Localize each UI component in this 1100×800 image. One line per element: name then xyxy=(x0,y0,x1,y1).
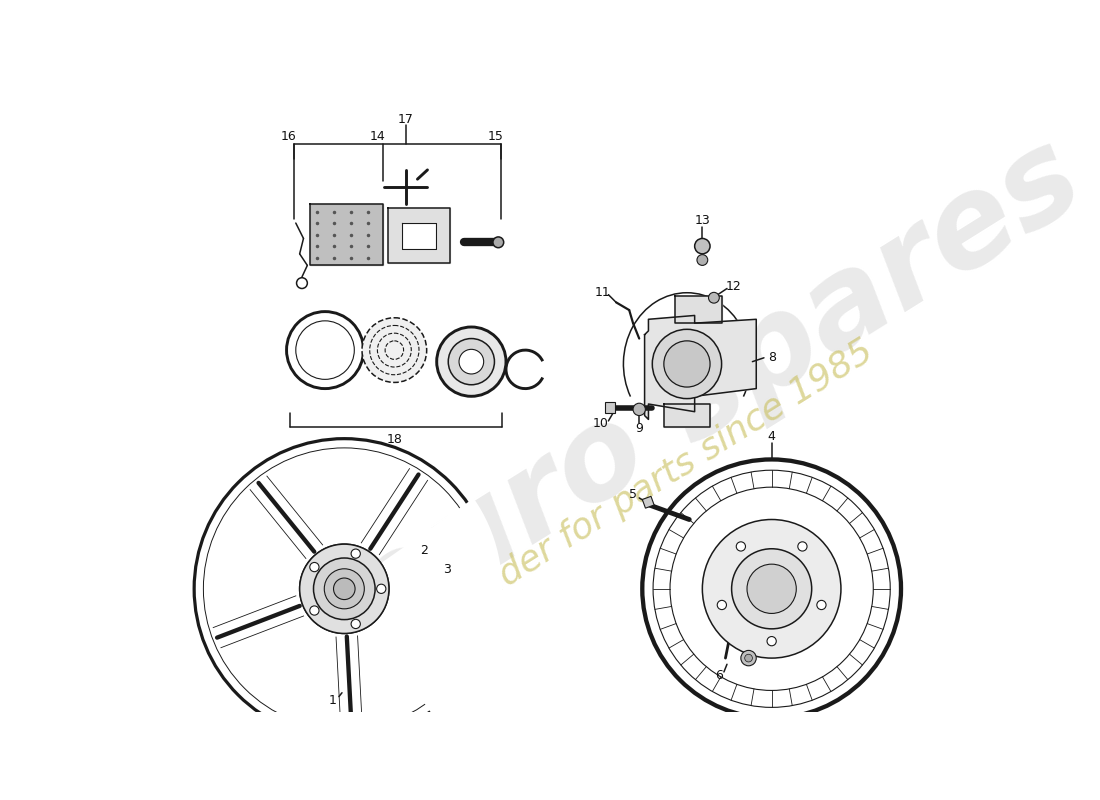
Circle shape xyxy=(708,292,719,303)
Circle shape xyxy=(310,562,319,572)
Text: 13: 13 xyxy=(694,214,711,227)
Circle shape xyxy=(351,619,361,629)
Circle shape xyxy=(745,654,752,662)
Wedge shape xyxy=(337,498,502,718)
Circle shape xyxy=(299,544,389,634)
Circle shape xyxy=(333,578,355,599)
Text: 9: 9 xyxy=(636,422,644,435)
Polygon shape xyxy=(388,208,450,263)
Text: 6: 6 xyxy=(715,669,723,682)
Text: 5: 5 xyxy=(629,488,637,502)
Text: 4: 4 xyxy=(768,430,776,443)
Polygon shape xyxy=(664,404,711,427)
Text: 17: 17 xyxy=(398,113,414,126)
Circle shape xyxy=(324,569,364,609)
Text: 16: 16 xyxy=(280,130,297,142)
Circle shape xyxy=(817,600,826,610)
Text: euro spares: euro spares xyxy=(332,116,1100,661)
Circle shape xyxy=(697,254,707,266)
Text: 1: 1 xyxy=(329,694,337,707)
Circle shape xyxy=(664,341,711,387)
Circle shape xyxy=(333,578,355,599)
Circle shape xyxy=(798,542,807,551)
Text: a provider for parts since 1985: a provider for parts since 1985 xyxy=(387,334,879,659)
Polygon shape xyxy=(645,315,757,419)
Circle shape xyxy=(741,650,757,666)
Polygon shape xyxy=(310,204,383,266)
Text: 15: 15 xyxy=(488,130,504,142)
Circle shape xyxy=(493,237,504,248)
Circle shape xyxy=(310,606,319,615)
Text: 7: 7 xyxy=(768,644,776,657)
Circle shape xyxy=(449,338,495,385)
Circle shape xyxy=(314,558,375,619)
Polygon shape xyxy=(675,296,722,323)
Polygon shape xyxy=(403,223,436,250)
Circle shape xyxy=(736,542,746,551)
Text: 10: 10 xyxy=(593,417,608,430)
Circle shape xyxy=(351,619,361,629)
Bar xyxy=(642,496,654,508)
Circle shape xyxy=(299,544,389,634)
Circle shape xyxy=(695,238,711,254)
Circle shape xyxy=(767,637,777,646)
Circle shape xyxy=(351,549,361,558)
Circle shape xyxy=(376,584,386,594)
Text: 14: 14 xyxy=(370,130,385,142)
Circle shape xyxy=(732,549,812,629)
Circle shape xyxy=(376,584,386,594)
Circle shape xyxy=(314,558,375,619)
Circle shape xyxy=(717,600,726,610)
Text: 12: 12 xyxy=(725,281,741,294)
Circle shape xyxy=(652,330,722,398)
Circle shape xyxy=(310,562,319,572)
Text: 18: 18 xyxy=(386,433,403,446)
Bar xyxy=(605,402,615,414)
Text: 3: 3 xyxy=(443,563,451,576)
Text: 11: 11 xyxy=(594,286,610,299)
Circle shape xyxy=(362,318,427,382)
Circle shape xyxy=(351,549,361,558)
Circle shape xyxy=(747,564,796,614)
Text: 8: 8 xyxy=(768,351,776,364)
Text: 2: 2 xyxy=(420,544,428,557)
Circle shape xyxy=(324,569,364,609)
Circle shape xyxy=(310,606,319,615)
Circle shape xyxy=(634,403,646,415)
Circle shape xyxy=(459,350,484,374)
Circle shape xyxy=(703,519,840,658)
Circle shape xyxy=(437,327,506,396)
